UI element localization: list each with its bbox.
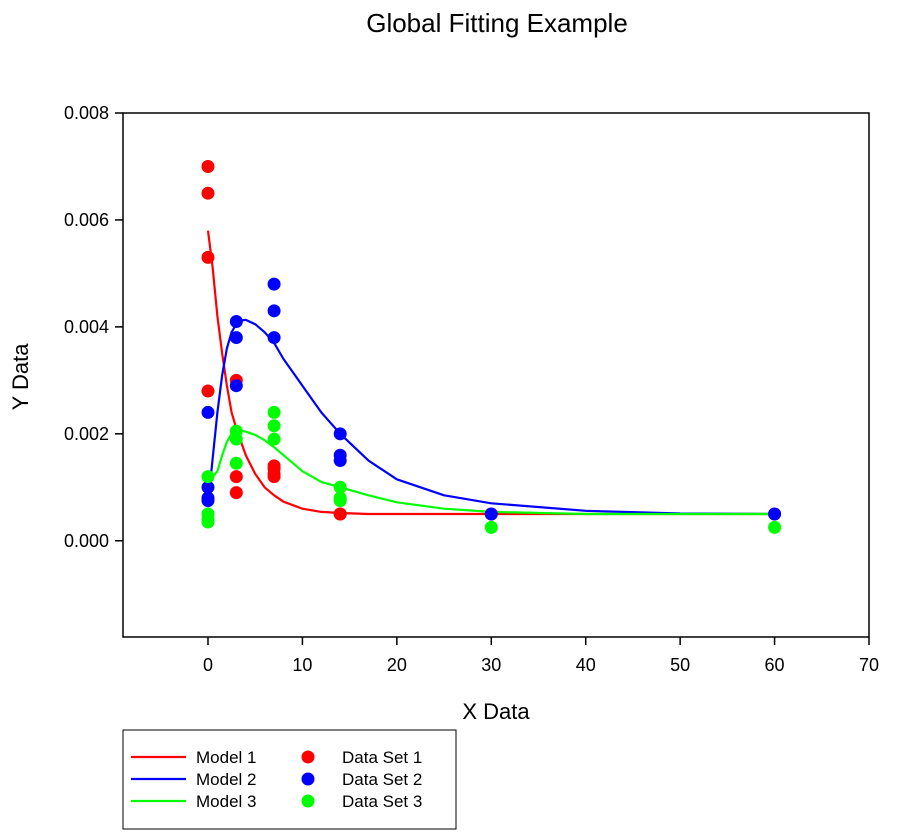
model-3-curve	[209, 429, 775, 516]
data-set-3-point	[484, 520, 498, 534]
data-set-3-point	[267, 419, 281, 433]
legend-label-data-set-2: Data Set 2	[342, 770, 422, 789]
data-set-1-point	[201, 159, 215, 173]
data-set-2-point	[333, 454, 347, 468]
data-set-3-point	[267, 405, 281, 419]
legend: Model 1 Model 2 Model 3 Data Set 1 Data Set …	[122, 729, 457, 830]
x-tick-label: 60	[765, 655, 785, 675]
data-set-2-point	[267, 331, 281, 345]
legend-marker-data-set-1	[301, 750, 315, 764]
y-tick-label: 0.004	[64, 317, 109, 337]
data-set-1-point	[201, 384, 215, 398]
data-set-2-point	[768, 507, 782, 521]
data-set-2-point	[267, 304, 281, 318]
plot-frame	[122, 112, 870, 638]
data-set-1-point	[229, 470, 243, 484]
legend-label-model-2: Model 2	[196, 770, 256, 789]
legend-label-data-set-1: Data Set 1	[342, 748, 422, 767]
data-set-3-point	[201, 470, 215, 484]
x-tick-label: 20	[387, 655, 407, 675]
data-set-3-point	[229, 432, 243, 446]
x-tick-label: 70	[859, 655, 879, 675]
x-tick-label: 50	[670, 655, 690, 675]
data-set-1-point	[333, 507, 347, 521]
data-set-2-point	[201, 480, 215, 494]
data-set-2-point	[229, 315, 243, 329]
data-set-2-point	[201, 494, 215, 508]
legend-marker-data-set-3	[301, 794, 315, 808]
y-axis-label: Y Data	[8, 343, 33, 411]
data-set-3-point	[768, 520, 782, 534]
model-2-curve	[209, 318, 775, 516]
data-set-2-point	[229, 379, 243, 393]
data-set-2-point	[201, 405, 215, 419]
x-tick-label: 30	[481, 655, 501, 675]
data-set-1-point	[267, 470, 281, 484]
data-set-1-point	[201, 250, 215, 264]
model-1-curve	[206, 230, 775, 516]
x-tick-label: 40	[576, 655, 596, 675]
data-set-3-point	[333, 480, 347, 494]
y-tick-label: 0.008	[64, 103, 109, 123]
data-set-2-point	[333, 427, 347, 441]
x-tick-label: 10	[292, 655, 312, 675]
data-set-3-point	[333, 494, 347, 508]
legend-label-data-set-3: Data Set 3	[342, 792, 422, 811]
data-set-1-point	[201, 186, 215, 200]
chart-title: Global Fitting Example	[366, 8, 628, 38]
data-set-1-point	[229, 486, 243, 500]
data-set-2-point	[267, 277, 281, 291]
x-axis-label: X Data	[462, 699, 530, 724]
y-tick-label: 0.000	[64, 531, 109, 551]
legend-marker-data-set-2	[301, 772, 315, 786]
legend-label-model-1: Model 1	[196, 748, 256, 767]
y-tick-label: 0.002	[64, 424, 109, 444]
x-tick-label: 0	[203, 655, 213, 675]
plot-area: 0 10 20 30 40 50 60 70 0.000 0.002 0.004 0.006 0.008	[64, 103, 879, 675]
data-set-3-point	[201, 515, 215, 529]
y-tick-label: 0.006	[64, 210, 109, 230]
legend-label-model-3: Model 3	[196, 792, 256, 811]
data-set-3-point	[267, 432, 281, 446]
data-set-2-point	[229, 331, 243, 345]
data-set-2-point	[484, 507, 498, 521]
data-set-3-point	[229, 456, 243, 470]
